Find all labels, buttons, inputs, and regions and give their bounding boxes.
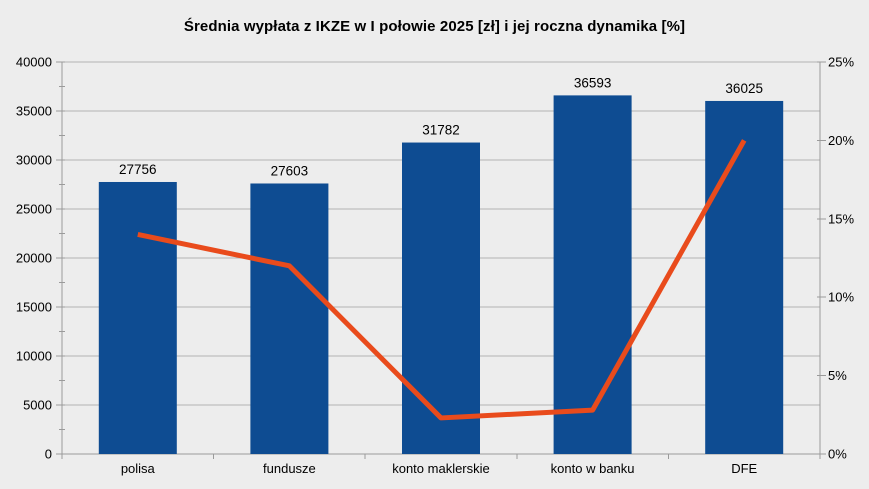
bar-data-label: 31782 (422, 123, 460, 138)
bar-polisa (98, 181, 177, 454)
left-axis-tick-label: 40000 (16, 55, 52, 70)
category-label: DFE (731, 461, 757, 476)
right-axis-tick-label: 5% (828, 368, 847, 383)
left-axis-tick-label: 10000 (16, 349, 52, 364)
category-label: fundusze (263, 461, 316, 476)
bar-data-label: 27756 (119, 162, 157, 177)
left-axis-tick-label: 35000 (16, 104, 52, 119)
bar-konto maklerskie (402, 142, 480, 454)
right-axis-tick-label: 20% (828, 133, 854, 148)
left-axis-tick-label: 5000 (23, 398, 52, 413)
category-label: polisa (121, 461, 156, 476)
category-label: konto w banku (551, 461, 635, 476)
left-axis-tick-label: 20000 (16, 251, 52, 266)
left-axis-tick-label: 30000 (16, 153, 52, 168)
left-axis-tick-label: 25000 (16, 202, 52, 217)
left-axis-tick-label: 0 (45, 447, 52, 462)
bar-fundusze (250, 183, 329, 454)
right-axis-tick-label: 10% (828, 290, 854, 305)
category-label: konto maklerskie (392, 461, 490, 476)
right-axis-tick-label: 0% (828, 447, 847, 462)
bar-data-label: 36025 (725, 81, 763, 96)
left-axis-tick-label: 15000 (16, 300, 52, 315)
bar-data-label: 27603 (271, 163, 309, 178)
bar-konto w banku (553, 95, 632, 454)
bar-data-label: 36593 (574, 75, 612, 90)
chart-title: Średnia wypłata z IKZE w I połowie 2025 … (183, 18, 686, 35)
right-axis-tick-label: 15% (828, 211, 854, 226)
bar-DFE (705, 100, 784, 454)
dynamics-line (137, 139, 747, 421)
right-axis-tick-label: 25% (828, 55, 854, 70)
